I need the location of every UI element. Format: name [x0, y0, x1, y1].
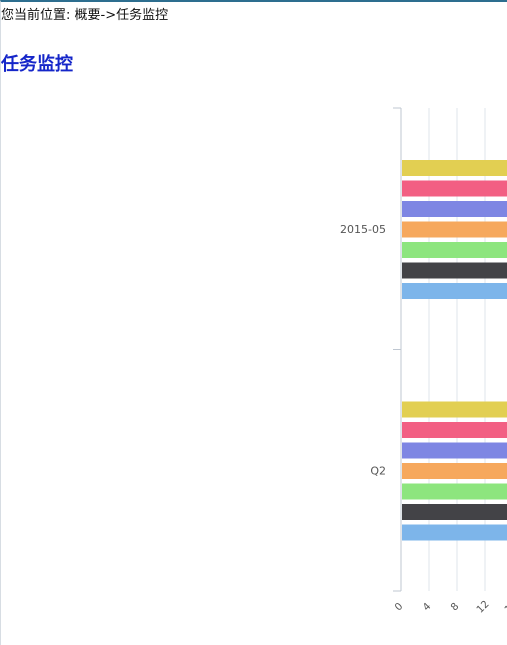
bar-0-3 [402, 221, 507, 238]
x-tick-label-0: 0 [393, 601, 405, 613]
x-tick-label-2: 8 [449, 601, 461, 613]
bar-1-5 [402, 504, 507, 520]
breadcrumb-label: 您当前位置: [1, 8, 71, 23]
y-tick-label-0: 2015-05 [340, 223, 386, 236]
x-tick-label-4: 16 [503, 599, 507, 616]
bar-1-3 [402, 463, 507, 479]
x-tick-label-3: 12 [475, 599, 492, 616]
breadcrumb: 您当前位置: 概要->任务监控 [1, 8, 168, 24]
breadcrumb-path: 概要->任务监控 [74, 8, 169, 23]
bar-0-2 [402, 201, 507, 217]
x-tick-label-1: 4 [421, 601, 433, 613]
bar-0-0 [402, 160, 507, 176]
bar-0-5 [402, 262, 507, 279]
bar-1-2 [402, 442, 507, 459]
bar-1-0 [402, 401, 507, 418]
page-title: 任务监控 [1, 54, 73, 75]
bar-1-1 [402, 422, 507, 438]
bar-0-4 [402, 242, 507, 258]
bar-1-4 [402, 483, 507, 500]
y-tick-label-1: Q2 [370, 464, 386, 477]
bar-1-6 [402, 524, 507, 541]
bar-0-1 [402, 180, 507, 197]
bar-0-6 [402, 283, 507, 299]
